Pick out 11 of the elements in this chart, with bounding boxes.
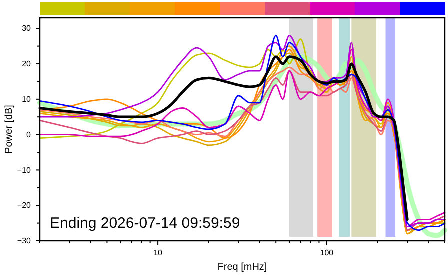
y-tick-label: 10: [22, 94, 32, 104]
y-tick-label: 30: [22, 24, 32, 34]
y-tick-label: 20: [22, 60, 32, 69]
annotation: Ending 2026-07-14 09:59:59: [50, 215, 240, 232]
x-axis-title: Freq [mHz]: [218, 262, 268, 273]
x-tick-label: 100: [320, 248, 334, 258]
y-tick-label: −10: [17, 166, 32, 175]
y-tick-label: −20: [17, 201, 32, 210]
y-tick-label: 0: [26, 130, 32, 140]
y-tick-label: −30: [17, 236, 32, 246]
y-axis-title: Power [dB]: [4, 104, 15, 154]
